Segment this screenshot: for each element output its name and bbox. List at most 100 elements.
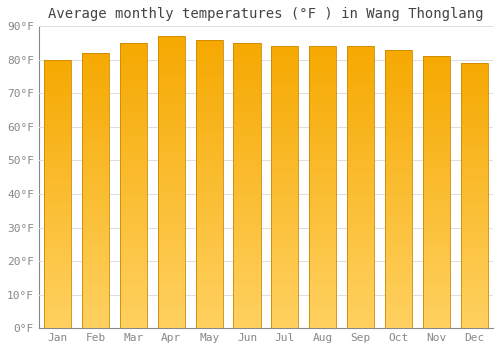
Bar (347, 131, 374, 134)
Bar (309, 96, 336, 99)
Bar (460, 189, 488, 192)
Bar (44, 80, 72, 83)
Bar (196, 213, 223, 216)
Bar (309, 82, 336, 85)
Bar (271, 138, 298, 141)
Bar (196, 40, 223, 43)
Bar (82, 249, 109, 253)
Bar (309, 61, 336, 64)
Bar (309, 212, 336, 216)
Bar (158, 266, 185, 270)
Bar (196, 116, 223, 119)
Bar (158, 219, 185, 222)
Bar (422, 87, 450, 90)
Bar (120, 100, 147, 104)
Bar (271, 163, 298, 166)
Bar (271, 141, 298, 145)
Bar (347, 145, 374, 148)
Bar (385, 130, 412, 133)
Bar (158, 55, 185, 58)
Bar (309, 99, 336, 103)
Bar (460, 245, 488, 249)
Bar (158, 244, 185, 248)
Bar (44, 90, 72, 93)
Bar (158, 146, 185, 149)
Bar (385, 321, 412, 325)
Bar (347, 46, 374, 50)
Bar (271, 247, 298, 251)
Bar (385, 140, 412, 144)
Bar (158, 189, 185, 193)
Bar (460, 216, 488, 219)
Bar (44, 228, 72, 231)
Bar (385, 67, 412, 71)
Bar (158, 135, 185, 139)
Bar (422, 196, 450, 199)
Bar (158, 106, 185, 109)
Bar (271, 191, 298, 194)
Bar (82, 67, 109, 70)
Bar (44, 308, 72, 312)
Bar (44, 271, 72, 274)
Bar (422, 138, 450, 141)
Bar (44, 244, 72, 248)
Bar (158, 201, 185, 204)
Bar (271, 89, 298, 92)
Bar (44, 194, 72, 197)
Bar (422, 56, 450, 60)
Bar (44, 191, 72, 194)
Bar (271, 307, 298, 310)
Bar (385, 300, 412, 304)
Bar (234, 296, 260, 300)
Bar (158, 98, 185, 102)
Bar (158, 120, 185, 124)
Bar (271, 96, 298, 99)
Bar (196, 299, 223, 303)
Bar (347, 173, 374, 177)
Bar (196, 108, 223, 112)
Bar (120, 50, 147, 54)
Bar (385, 182, 412, 186)
Bar (82, 160, 109, 163)
Bar (196, 220, 223, 224)
Bar (120, 221, 147, 225)
Bar (234, 236, 260, 239)
Bar (422, 80, 450, 84)
Bar (82, 218, 109, 222)
Bar (196, 245, 223, 249)
Bar (120, 203, 147, 207)
Bar (120, 264, 147, 268)
Bar (422, 152, 450, 155)
Bar (347, 303, 374, 307)
Bar (120, 314, 147, 317)
Bar (347, 230, 374, 233)
Bar (234, 285, 260, 289)
Bar (234, 260, 260, 264)
Bar (82, 276, 109, 280)
Bar (82, 242, 109, 246)
Bar (460, 116, 488, 119)
Bar (271, 155, 298, 159)
Bar (271, 324, 298, 328)
Bar (158, 314, 185, 317)
Bar (196, 83, 223, 86)
Bar (196, 105, 223, 108)
Bar (385, 262, 412, 266)
Bar (120, 189, 147, 193)
Bar (120, 253, 147, 257)
Bar (309, 251, 336, 254)
Bar (158, 171, 185, 175)
Bar (82, 129, 109, 132)
Bar (422, 145, 450, 148)
Bar (347, 191, 374, 194)
Bar (422, 118, 450, 121)
Bar (158, 262, 185, 266)
Bar (44, 63, 72, 66)
Bar (196, 324, 223, 328)
Bar (120, 178, 147, 182)
Bar (82, 294, 109, 297)
Bar (271, 205, 298, 209)
Bar (44, 315, 72, 318)
Bar (385, 231, 412, 234)
Bar (82, 84, 109, 88)
